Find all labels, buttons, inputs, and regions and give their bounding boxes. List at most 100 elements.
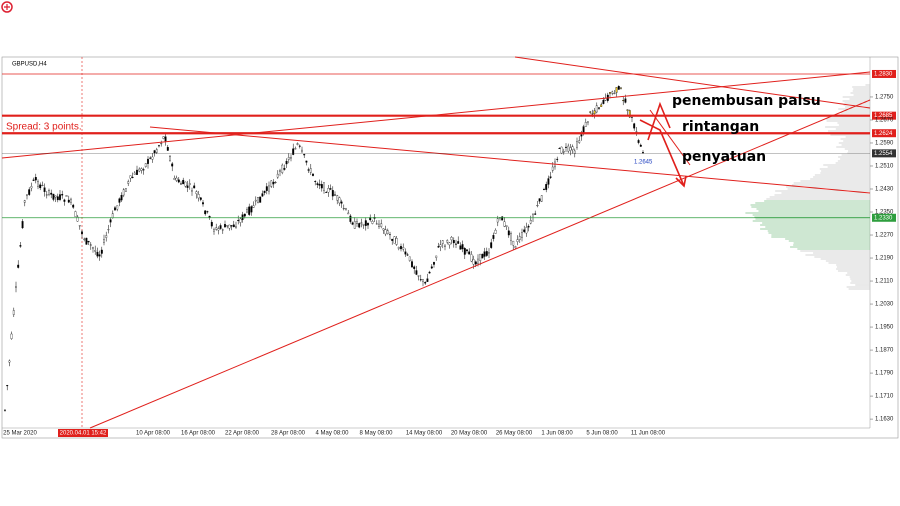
candle-body xyxy=(529,220,532,224)
price-tag-label: 1.2830 xyxy=(874,72,893,78)
low-label: 1.2645 xyxy=(634,160,653,166)
candle-body xyxy=(309,168,312,173)
candle-body xyxy=(437,246,440,248)
candle-body xyxy=(140,168,143,171)
candle-body xyxy=(305,160,308,163)
candle-body xyxy=(589,111,592,113)
candle-body xyxy=(26,194,28,196)
candle-body xyxy=(100,249,103,254)
candle-body xyxy=(39,184,42,189)
candle-body xyxy=(301,149,303,153)
candle-body xyxy=(534,213,537,215)
candle-body xyxy=(149,157,152,159)
candle-body xyxy=(488,252,490,254)
candle-body xyxy=(169,156,171,161)
candle-body xyxy=(98,254,101,257)
candle-body xyxy=(474,261,477,265)
candle-body xyxy=(314,181,317,182)
candle-body xyxy=(316,183,319,185)
date-label: 5 Jun 08:00 xyxy=(586,431,618,437)
candle-body xyxy=(406,254,409,256)
date-label: 20 May 08:00 xyxy=(451,431,488,437)
candle-body xyxy=(468,251,471,255)
candle-body xyxy=(384,229,387,235)
candle-body xyxy=(360,222,363,224)
candle-body xyxy=(351,222,354,225)
date-label: 28 Apr 08:00 xyxy=(271,431,306,437)
date-label: 1 Jun 08:00 xyxy=(541,431,573,437)
candle-body xyxy=(331,190,334,197)
candle-body xyxy=(340,201,343,204)
candle-body xyxy=(241,214,244,220)
candle-body xyxy=(415,270,418,275)
price-tick-label: 1.2430 xyxy=(875,187,894,193)
candle-body xyxy=(428,271,431,274)
candle-body xyxy=(67,199,70,203)
candle-body xyxy=(206,211,209,213)
candle-body xyxy=(483,251,486,257)
candle-body xyxy=(74,211,77,217)
candle-body xyxy=(602,99,605,104)
candle-body xyxy=(204,210,207,215)
volume-profile xyxy=(745,84,870,290)
candle-body xyxy=(485,251,488,256)
candle-body xyxy=(103,239,105,243)
date-label: 25 Mar 2020 xyxy=(3,431,37,437)
candle-body xyxy=(358,223,361,228)
price-candles xyxy=(4,85,644,412)
price-tick-label: 1.2510 xyxy=(875,164,894,170)
candle-body xyxy=(155,149,158,153)
candle-body xyxy=(523,229,526,232)
price-tag xyxy=(872,149,896,158)
candle-body xyxy=(411,261,413,268)
candle-body xyxy=(620,87,622,89)
candle-body xyxy=(248,206,251,215)
candle-body xyxy=(633,123,636,129)
candle-body xyxy=(186,185,189,188)
candle-body xyxy=(182,179,185,185)
candle-body xyxy=(382,228,385,231)
candle-body xyxy=(419,279,422,281)
candle-body xyxy=(345,208,347,210)
candle-body xyxy=(615,87,618,93)
candle-body xyxy=(30,186,33,189)
candle-body xyxy=(323,182,325,191)
candle-body xyxy=(624,98,627,103)
candle-body xyxy=(105,235,108,238)
candle-body xyxy=(96,251,99,257)
candle-body xyxy=(378,223,380,228)
candle-body xyxy=(556,158,559,160)
candle-body xyxy=(637,140,640,143)
candle-body xyxy=(338,197,341,204)
candle-body xyxy=(496,218,499,223)
candle-body xyxy=(72,204,75,208)
candle-body xyxy=(375,223,378,225)
price-tick-label: 1.2670 xyxy=(875,118,894,124)
candle-body xyxy=(521,232,523,238)
candle-body xyxy=(417,275,420,277)
candle-body xyxy=(252,205,255,208)
candle-body xyxy=(6,385,9,387)
candle-body xyxy=(65,195,68,197)
candle-body xyxy=(336,195,339,201)
candle-body xyxy=(43,187,46,192)
candle-body xyxy=(540,195,543,202)
date-label: 14 May 08:00 xyxy=(406,431,443,437)
candle-body xyxy=(21,221,24,229)
candle-body xyxy=(547,178,550,185)
candle-body xyxy=(298,145,301,147)
candle-body xyxy=(408,256,411,261)
candle-body xyxy=(136,169,138,175)
date-label: 4 May 08:00 xyxy=(315,431,349,437)
candle-body xyxy=(448,242,451,246)
candle-body xyxy=(76,216,79,222)
candle-body xyxy=(543,189,545,191)
candle-body xyxy=(622,100,625,102)
spread-label: Spread: 3 points. xyxy=(6,122,82,133)
candle-body xyxy=(138,168,141,172)
candle-body xyxy=(595,105,598,113)
candle-body xyxy=(567,145,570,152)
candle-body xyxy=(613,93,616,95)
candle-body xyxy=(334,194,336,196)
candle-body xyxy=(459,245,462,250)
